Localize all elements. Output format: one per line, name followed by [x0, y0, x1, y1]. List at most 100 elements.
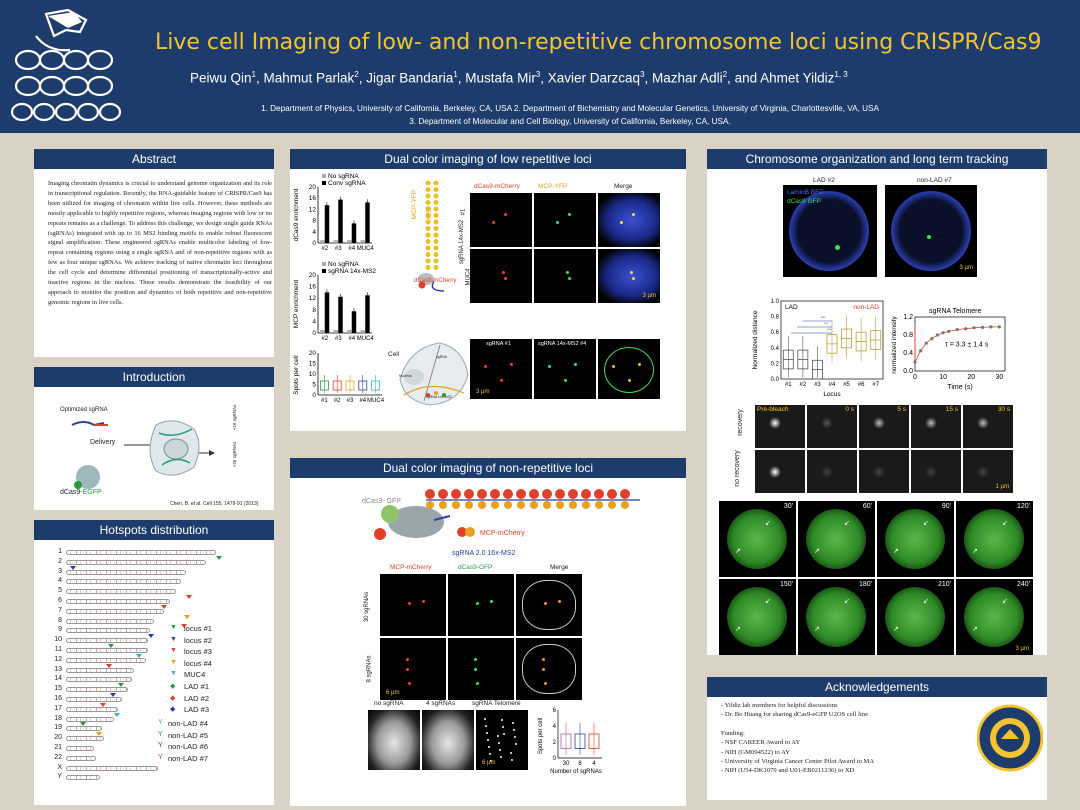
tracking-image: 30' ↙ ↗ — [719, 501, 796, 577]
frap-spot — [925, 466, 937, 478]
ms2-loop-dot — [425, 232, 431, 238]
ms2-loop-dot — [425, 258, 431, 264]
plot-frame — [780, 300, 884, 380]
legend-label: non-LAD #7 — [168, 753, 209, 763]
ms2-dot — [543, 501, 551, 509]
telomere-spot — [503, 733, 505, 735]
ms2-loop-dot — [425, 239, 431, 244]
normalized-distance-chart: 1.0 0.8 0.6 0.4 0.2 0.0 #1 #2 #3 #4 #5 #6 #7 LAD non-L… — [752, 299, 884, 398]
y-tick-label: 4 — [312, 229, 316, 236]
hotspot-marker — [148, 634, 154, 639]
hotspot-marker — [136, 653, 142, 658]
author-affiliation-mark: 2 — [354, 70, 359, 79]
frap-spot — [769, 466, 781, 478]
chart-title: sgRNA Telomere — [929, 308, 982, 315]
ms2-dot — [491, 501, 499, 509]
sgrna-14x-vertical-label: sgRNA 14x-MS2 — [459, 219, 466, 265]
ms2-loop-dot — [425, 187, 431, 192]
ms2-dot — [556, 501, 564, 509]
arrow-icon: ↗ — [893, 548, 899, 555]
ms2-vertical-label: MS2 — [426, 205, 434, 220]
micrograph: 3 µm — [598, 249, 660, 303]
mcp-enrichment-chart: 20 16 12 8 4 0 #2 #3 #4 MUC4 MCP enrichment No sgRN… — [293, 261, 376, 342]
y-tick-label: 16 — [309, 284, 317, 291]
chromosome-number: 15 — [54, 685, 62, 693]
egfp-label: EGFP — [82, 489, 102, 496]
hotspot-marker — [184, 614, 190, 619]
legend-marker-icon: Y — [158, 742, 163, 750]
chromosome-bar — [66, 726, 102, 732]
telomere-spot — [500, 756, 502, 758]
tracked-nucleus — [806, 587, 866, 647]
hotspot-marker — [80, 722, 86, 727]
arrow-icon: ↗ — [972, 626, 978, 633]
track-time-label: 90' — [941, 503, 951, 510]
telomere-spot — [502, 726, 504, 728]
abstract-text: Imaging chromatin dynamics is crucial to… — [48, 180, 272, 306]
hotspot-marker — [181, 624, 187, 629]
legend-swatch — [322, 174, 326, 178]
tracked-nucleus — [885, 509, 945, 569]
hotspot-marker — [161, 604, 167, 609]
spot — [490, 600, 493, 603]
tracking-image: 90' ↙ ↗ — [877, 501, 954, 577]
introduction-header: Introduction — [34, 367, 274, 387]
nonrep-construct-diagram — [374, 489, 640, 540]
spot — [568, 277, 571, 280]
ms2-dot — [608, 501, 616, 509]
y-tick-label: 15 — [309, 361, 317, 368]
data-point — [955, 328, 959, 332]
track-time-label: 210' — [937, 581, 951, 588]
spot — [492, 221, 495, 224]
mcp-dot — [503, 489, 513, 499]
arrow-icon: ↗ — [814, 548, 820, 555]
ms2-loop-dot — [425, 193, 431, 199]
acknowledgements-text: - Yildiz lab members for helpful discuss… — [721, 701, 1021, 776]
bar — [320, 240, 325, 243]
arrow-icon: ↙ — [844, 598, 850, 605]
mcp-dot — [464, 489, 474, 499]
ms2-dot — [504, 501, 512, 509]
micrograph: 6 µm — [380, 638, 446, 700]
frap-spot — [977, 417, 989, 429]
y-axis-label: Spots per cell — [293, 355, 300, 395]
cell-label: Cell — [388, 351, 400, 358]
ms2-dot — [582, 501, 590, 509]
y-tick-label: 12 — [309, 206, 317, 213]
micrograph — [380, 574, 446, 636]
legend-marker-icon: ◆ — [170, 694, 176, 702]
bar — [320, 330, 325, 333]
micrograph — [368, 710, 420, 770]
x-tick-label: 4 — [592, 761, 596, 767]
x-tick-label: #2 — [321, 246, 328, 252]
chromosome-bar — [66, 765, 158, 771]
ack-line: - Dr. Bo Huang for sharing dCas9-eGFP U2… — [721, 711, 868, 719]
track-time-label: 60' — [862, 503, 872, 510]
chromo-scale-bar: 3 µm — [959, 265, 973, 271]
data-point — [989, 325, 993, 329]
y-tick-label: 20 — [309, 184, 317, 191]
chromosome-number: 17 — [54, 704, 62, 712]
x-tick-label: 30 — [995, 374, 1003, 381]
poster-title: Live cell Imaging of low- and non-repeti… — [155, 30, 1042, 55]
legend-label: locus #3 — [184, 647, 212, 657]
scale-bar-label: 6 µm — [482, 760, 496, 766]
acknowledgements-panel: Acknowledgements - Yildiz lab members fo… — [707, 677, 1047, 800]
chromosome-bar — [66, 559, 206, 565]
column-label: dCas9-mCherry — [474, 183, 520, 190]
micrograph — [534, 193, 596, 247]
telomere-spot — [490, 760, 492, 762]
spot — [406, 658, 409, 661]
micrograph — [516, 638, 582, 700]
y-tick-label: 0 — [312, 330, 316, 337]
ms2-loop-dot — [433, 226, 439, 231]
spot — [500, 379, 503, 382]
arrow-icon: ↗ — [735, 548, 741, 555]
legend-label: LAD #2 — [184, 693, 210, 703]
frap-image — [859, 450, 909, 493]
bar — [351, 311, 357, 333]
ack-line: - NSF CAREER Award to AY — [721, 739, 801, 747]
significance-stars: *** — [824, 321, 829, 326]
spot — [408, 602, 411, 605]
bar — [338, 199, 343, 243]
